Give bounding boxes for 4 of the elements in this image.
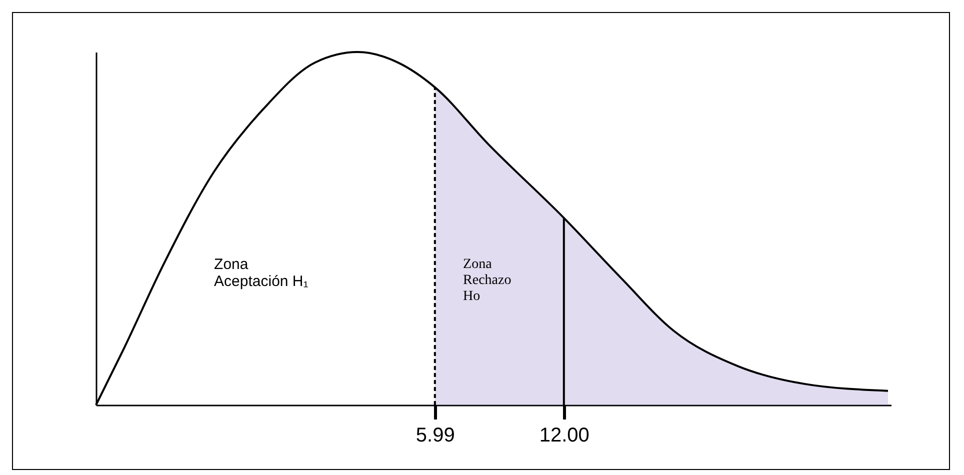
x-tick-label: 12.00 (539, 424, 590, 446)
annotation: Zona Aceptación H₁ (214, 256, 308, 290)
x-tick-label: 5.99 (416, 424, 455, 446)
annotation: Zona Rechazo Ho (463, 256, 512, 304)
